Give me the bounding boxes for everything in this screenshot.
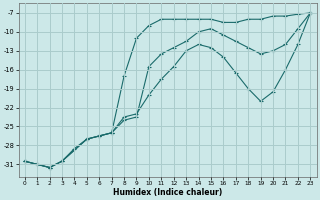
X-axis label: Humidex (Indice chaleur): Humidex (Indice chaleur) bbox=[113, 188, 222, 197]
